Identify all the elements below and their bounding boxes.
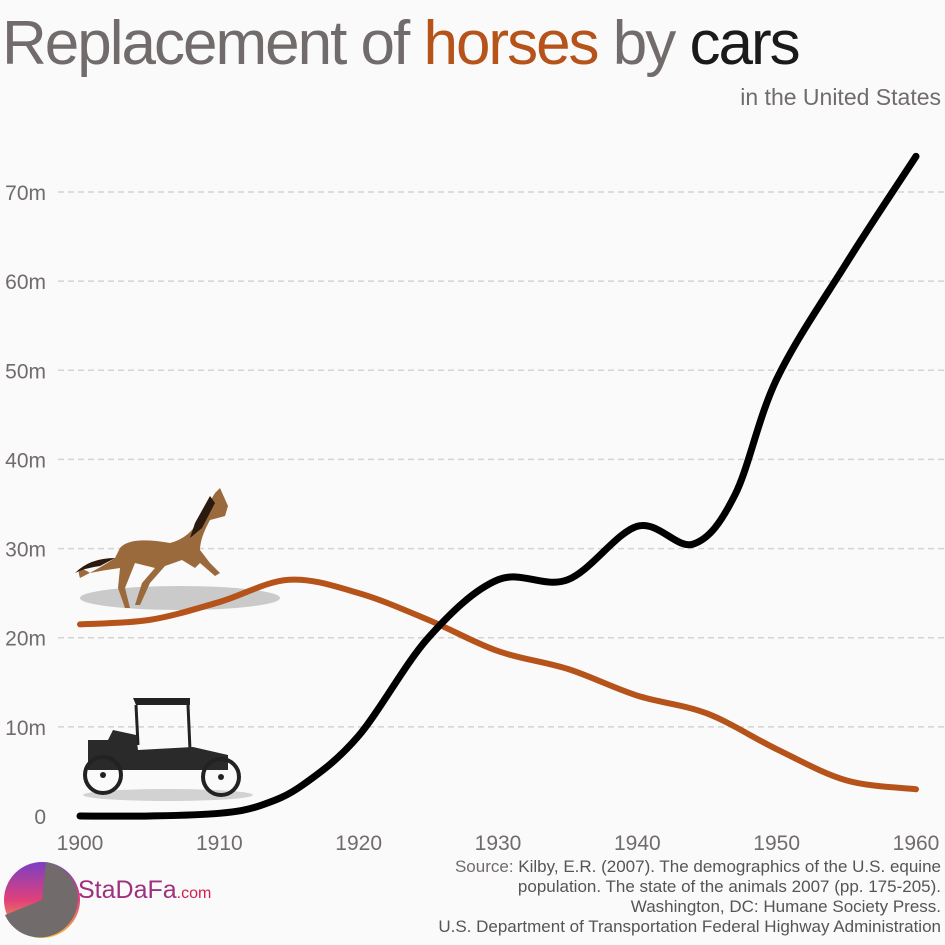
title-horses: horses — [423, 9, 599, 78]
chart-subtitle: in the United States — [740, 84, 941, 110]
x-tick-label: 1930 — [475, 832, 522, 855]
source-line: Washington, DC: Humane Society Press. — [630, 897, 941, 916]
gridlines — [58, 191, 945, 728]
logo-text[interactable]: StaDaFa.com — [78, 876, 211, 905]
y-tick-label: 0 — [34, 806, 46, 829]
chart-title: Replacement of horses by cars — [2, 8, 801, 79]
x-axis-labels: 1900 1910 1920 1930 1940 1950 1960 — [57, 832, 940, 855]
source-label: Source: — [454, 857, 514, 876]
horses-line — [77, 576, 919, 793]
logo-suffix: .com — [176, 885, 212, 902]
source-line: Kilby, E.R. (2007). The demographics of … — [513, 857, 941, 876]
y-tick-label: 20m — [5, 628, 46, 651]
horse-illustration — [75, 488, 280, 610]
car-illustration — [83, 698, 253, 801]
series-lines — [76, 152, 920, 820]
x-tick-label: 1900 — [57, 832, 104, 855]
source-line: population. The state of the animals 200… — [517, 877, 941, 896]
x-tick-label: 1950 — [753, 832, 800, 855]
y-tick-label: 10m — [5, 717, 46, 740]
y-axis-labels: 0 10m 20m 30m 40m 50m 60m 70m — [5, 182, 46, 829]
logo-name: StaDaFa — [78, 876, 177, 904]
x-tick-label: 1960 — [893, 832, 940, 855]
stadafa-logo-icon — [4, 862, 80, 938]
source-line: U.S. Department of Transportation Federa… — [438, 917, 941, 936]
source-note: Source: Kilby, E.R. (2007). The demograp… — [438, 857, 941, 937]
x-tick-label: 1910 — [196, 832, 243, 855]
title-part: Replacement of — [2, 9, 424, 78]
y-tick-label: 50m — [5, 360, 46, 383]
x-tick-label: 1920 — [335, 832, 382, 855]
title-cars: cars — [689, 9, 801, 78]
cars-line — [76, 152, 920, 820]
y-tick-label: 30m — [5, 539, 46, 562]
y-tick-label: 60m — [5, 271, 46, 294]
y-tick-label: 40m — [5, 449, 46, 472]
y-tick-label: 70m — [5, 182, 46, 205]
title-part: by — [597, 9, 690, 78]
x-tick-label: 1940 — [614, 832, 661, 855]
